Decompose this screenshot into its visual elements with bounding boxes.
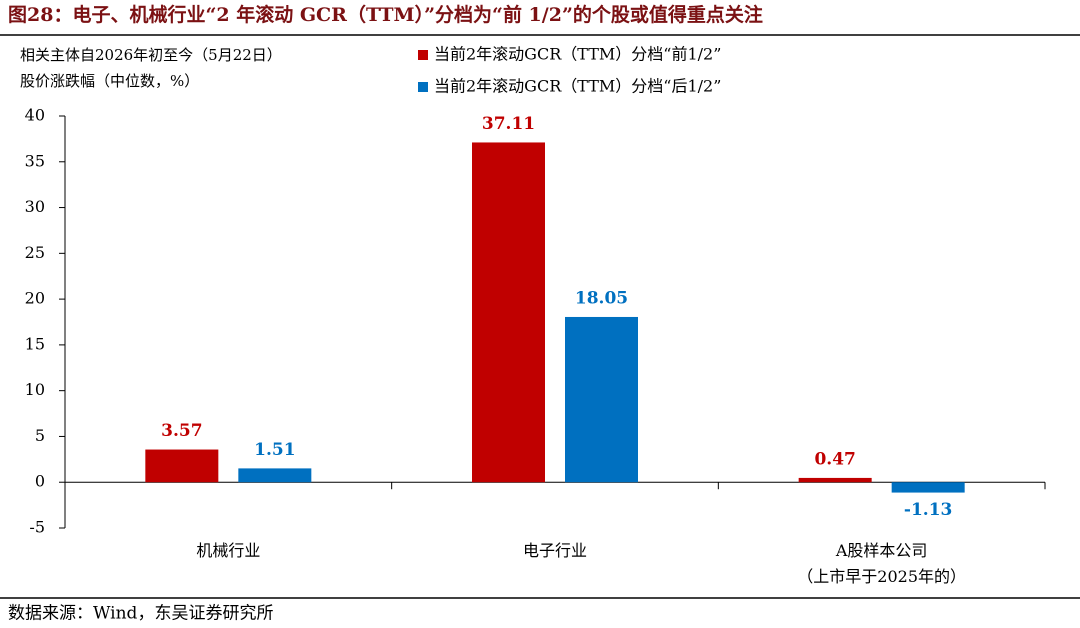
source-note: 数据来源：Wind，东吴证券研究所 (8, 604, 273, 624)
y-axis-title: 相关主体自2026年初至今（5月22日） 股价涨跌幅（中位数，%） (20, 46, 282, 90)
value-label: 37.11 (482, 114, 535, 134)
y-tick-label: 15 (25, 334, 45, 353)
bar (145, 449, 219, 483)
y-tick-label: 40 (25, 106, 45, 125)
chart-title: 图28：电子、机械行业“2 年滚动 GCR（TTM）”分档为“前 1/2”的个股… (8, 3, 763, 26)
value-label: 0.47 (814, 449, 855, 469)
x-tick-label: 电子行业 (522, 541, 587, 560)
bar (565, 316, 638, 483)
y-tick-label: 5 (35, 426, 45, 445)
y-tick-label: 0 (35, 472, 45, 491)
y-tick-label: 20 (25, 289, 45, 308)
value-label: 3.57 (161, 421, 202, 441)
x-tick-label: 机械行业 (196, 541, 261, 560)
legend-swatch (418, 82, 428, 92)
y-tick-label: 10 (25, 380, 45, 399)
bar (238, 468, 312, 483)
y-tick-label: 35 (25, 151, 45, 170)
value-label: 18.05 (575, 288, 628, 308)
x-tick-label: A股样本公司 （上市早于2025年的） (797, 541, 967, 586)
y-tick-label: 30 (25, 197, 45, 216)
y-tick-label: -5 (29, 518, 45, 537)
legend-label: 当前2年滚动GCR（TTM）分档“后1/2” (434, 77, 721, 96)
bar (891, 482, 965, 493)
legend-swatch (418, 50, 428, 60)
value-label: 1.51 (254, 440, 295, 460)
legend-label: 当前2年滚动GCR（TTM）分档“前1/2” (434, 45, 721, 64)
bar (472, 142, 545, 483)
value-label: -1.13 (904, 500, 952, 520)
bar (798, 477, 872, 483)
y-tick-label: 25 (25, 243, 45, 262)
